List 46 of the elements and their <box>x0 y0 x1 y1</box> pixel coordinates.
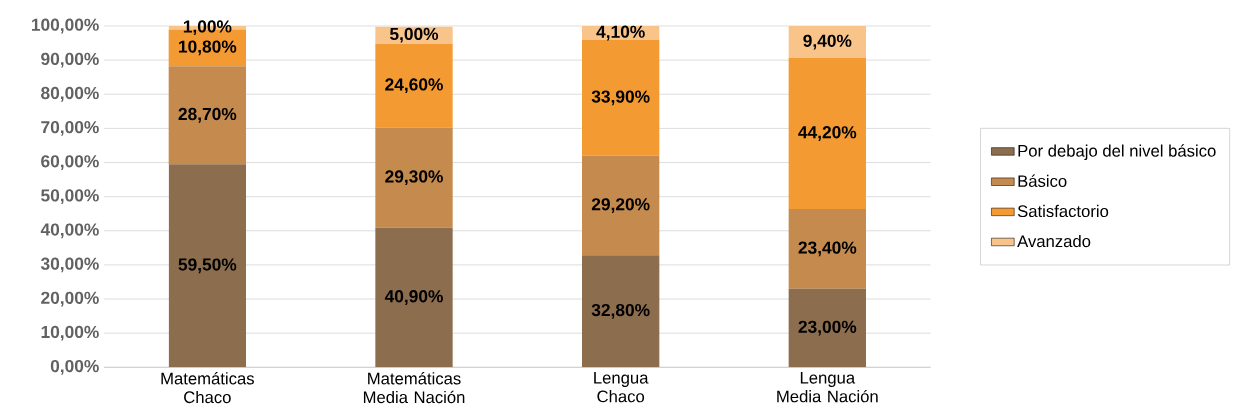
x-tick-label: Matemáticas Media Nación <box>363 372 465 404</box>
data-label: 23,00% <box>798 320 857 336</box>
bar <box>168 66 247 165</box>
data-label: 28,70% <box>178 107 237 123</box>
data-label: 5,00% <box>389 27 439 43</box>
data-label: 44,20% <box>798 126 857 141</box>
bar <box>788 288 866 368</box>
legend-label: Básico <box>1018 174 1067 188</box>
bar <box>375 127 453 228</box>
data-label: 40,90% <box>384 290 443 305</box>
y-tick-label: 70,00% <box>41 121 99 136</box>
bar <box>582 255 660 368</box>
data-label: 29,20% <box>591 198 650 213</box>
bar <box>788 58 866 209</box>
y-tick-label: 10,00% <box>41 325 99 341</box>
y-tick-label: 40,00% <box>40 223 99 239</box>
y-tick-label: 80,00% <box>41 86 99 102</box>
bar <box>375 43 453 128</box>
bar <box>788 208 866 289</box>
data-label: 23,40% <box>798 241 857 257</box>
legend-label: Satisfactorio <box>1017 204 1109 218</box>
x-tick-label: Matemáticas Chaco <box>161 372 254 404</box>
y-tick-label: 30,00% <box>40 257 99 273</box>
data-label: 59,50% <box>178 258 237 274</box>
data-label: 29,30% <box>385 170 443 186</box>
y-tick-label: 20,00% <box>41 291 99 307</box>
x-tick-label: Lengua Chaco <box>594 372 649 403</box>
y-tick-label: 50,00% <box>41 189 99 205</box>
y-tick-label: 0,00% <box>50 359 99 375</box>
y-tick-label: 90,00% <box>41 52 99 68</box>
data-label: 33,90% <box>591 90 650 106</box>
legend-label: Por debajo del nivel básico <box>1018 144 1216 161</box>
bar <box>582 39 660 156</box>
bar <box>375 227 453 368</box>
y-tick-label: 60,00% <box>41 155 99 170</box>
y-tick-label: 100,00% <box>31 18 99 34</box>
data-label: 4,10% <box>596 25 645 41</box>
legend-label: Avanzado <box>1017 234 1091 248</box>
bar <box>168 164 247 368</box>
data-label: 32,80% <box>591 303 650 319</box>
data-label: 10,80% <box>179 40 237 56</box>
data-label: 24,60% <box>385 78 443 94</box>
data-label: 1,00% <box>183 20 232 36</box>
data-label: 9,40% <box>803 34 852 50</box>
x-tick-label: Lengua Media Nación <box>777 372 878 403</box>
bar <box>582 155 660 256</box>
